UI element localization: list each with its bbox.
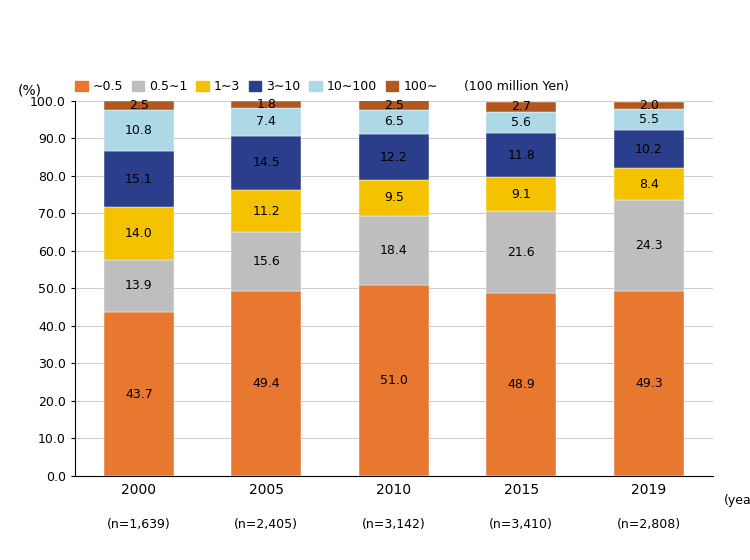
Bar	[231, 101, 302, 108]
Text: 2.5: 2.5	[384, 99, 404, 111]
Bar	[104, 312, 174, 476]
Bar	[614, 130, 684, 169]
Text: 49.3: 49.3	[635, 377, 662, 390]
Text: 2.7: 2.7	[512, 100, 531, 114]
Text: 11.2: 11.2	[253, 204, 280, 218]
Text: (n=3,142): (n=3,142)	[362, 517, 426, 531]
Bar	[231, 190, 302, 232]
Bar	[358, 180, 429, 216]
Bar	[614, 200, 684, 291]
Bar	[486, 292, 556, 476]
Legend: ∼0.5, 0.5∼1, 1∼3, 3∼10, 10∼100, 100∼, (100 million Yen): ∼0.5, 0.5∼1, 1∼3, 3∼10, 10∼100, 100∼, (1…	[75, 80, 568, 94]
Text: 14.0: 14.0	[124, 227, 153, 240]
Text: (n=1,639): (n=1,639)	[106, 517, 170, 531]
Text: 2.0: 2.0	[639, 99, 658, 112]
Text: 14.5: 14.5	[252, 156, 280, 169]
Bar	[358, 134, 429, 180]
Text: (n=2,808): (n=2,808)	[616, 517, 681, 531]
Bar	[231, 136, 302, 190]
Bar	[231, 232, 302, 291]
Bar	[104, 101, 174, 110]
Text: 2.5: 2.5	[129, 99, 149, 112]
Text: (n=2,405): (n=2,405)	[234, 517, 298, 531]
Bar	[614, 169, 684, 200]
Text: 15.1: 15.1	[124, 172, 153, 185]
Bar	[104, 151, 174, 207]
Text: 12.2: 12.2	[380, 151, 407, 164]
Bar	[486, 133, 556, 178]
Text: 48.9: 48.9	[507, 378, 536, 391]
Text: 8.4: 8.4	[639, 178, 658, 190]
Bar	[358, 100, 429, 110]
Bar	[486, 102, 556, 112]
Bar	[358, 284, 429, 476]
Bar	[486, 112, 556, 133]
Text: 9.1: 9.1	[512, 188, 531, 201]
Text: (year): (year)	[724, 494, 750, 507]
Text: 7.4: 7.4	[256, 115, 276, 128]
Bar	[358, 216, 429, 284]
Text: 1.8: 1.8	[256, 98, 276, 111]
Text: 24.3: 24.3	[635, 239, 662, 252]
Bar	[231, 291, 302, 476]
Bar	[614, 102, 684, 109]
Bar	[614, 291, 684, 476]
Bar	[486, 212, 556, 292]
Text: 18.4: 18.4	[380, 244, 408, 256]
Text: 21.6: 21.6	[508, 245, 535, 259]
Bar	[104, 260, 174, 312]
Text: (%): (%)	[18, 83, 42, 97]
Bar	[486, 178, 556, 212]
Text: 10.8: 10.8	[124, 124, 153, 137]
Bar	[358, 110, 429, 134]
Bar	[614, 109, 684, 130]
Text: 15.6: 15.6	[252, 255, 280, 268]
Bar	[104, 110, 174, 151]
Text: 13.9: 13.9	[125, 279, 152, 292]
Text: (n=3,410): (n=3,410)	[489, 517, 554, 531]
Bar	[231, 108, 302, 136]
Text: 9.5: 9.5	[384, 192, 404, 204]
Text: 5.5: 5.5	[639, 113, 658, 126]
Bar	[104, 207, 174, 260]
Text: 10.2: 10.2	[634, 143, 663, 156]
Text: 51.0: 51.0	[380, 374, 408, 387]
Text: 43.7: 43.7	[124, 388, 153, 400]
Text: 6.5: 6.5	[384, 115, 404, 128]
Text: 5.6: 5.6	[512, 116, 531, 129]
Text: 11.8: 11.8	[507, 149, 536, 162]
Text: 49.4: 49.4	[253, 377, 280, 390]
